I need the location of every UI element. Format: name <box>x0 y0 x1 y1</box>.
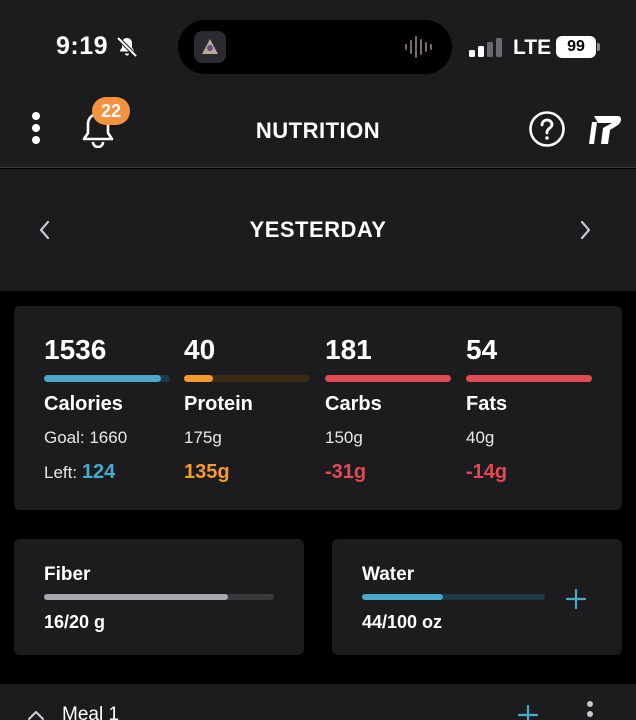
remaining-value: 124 <box>81 461 116 483</box>
macro-value: 1536 <box>44 334 107 365</box>
kebab-menu-icon[interactable] <box>30 110 42 146</box>
water-progress-fill <box>362 594 443 600</box>
date-navigator: YESTERDAY <box>0 169 636 291</box>
fiber-progress-fill <box>44 594 228 600</box>
macro-remaining: 135g <box>184 461 230 484</box>
now-playing-artwork-icon[interactable] <box>194 31 226 63</box>
water-card[interactable]: Water 44/100 oz <box>332 539 622 655</box>
notification-badge[interactable]: 22 <box>92 97 130 125</box>
remaining-value: 135g <box>184 461 230 483</box>
signal-bars-icon <box>469 38 502 57</box>
meal-label: Meal 1 <box>62 704 120 720</box>
fiber-value: 16/20 g <box>44 612 106 632</box>
macro-name: Calories <box>44 393 123 415</box>
next-day-chevron-icon[interactable] <box>576 219 594 241</box>
meal-options-kebab-icon[interactable] <box>584 699 596 720</box>
macro-progress-bar <box>44 375 170 382</box>
bell-muted-icon <box>116 36 138 58</box>
macro-remaining: Left: 124 <box>44 461 115 484</box>
meal-row[interactable]: Meal 1 <box>0 684 636 720</box>
water-title: Water <box>362 564 415 585</box>
network-type: LTE <box>513 36 552 59</box>
fiber-title: Fiber <box>44 564 91 585</box>
macro-goal: 150g <box>325 428 363 447</box>
brand-logo-icon[interactable] <box>588 110 624 148</box>
fiber-progress-bar <box>44 594 274 600</box>
status-time: 9:19 <box>56 32 109 60</box>
macro-progress-fill <box>44 375 161 382</box>
macros-summary-card[interactable]: 1536 Calories Goal: 1660 Left: 124 40 Pr… <box>14 306 622 510</box>
fiber-card[interactable]: Fiber 16/20 g <box>14 539 304 655</box>
status-bar: 9:19 LTE 99 <box>0 0 636 92</box>
add-water-plus-icon[interactable] <box>565 588 587 610</box>
help-icon[interactable] <box>528 110 566 148</box>
macro-name: Protein <box>184 393 253 415</box>
water-progress-bar <box>362 594 545 600</box>
macro-name: Carbs <box>325 393 382 415</box>
macro-name: Fats <box>466 393 508 415</box>
macro-remaining: -14g <box>466 461 507 484</box>
remaining-label: Left: <box>44 463 78 482</box>
previous-day-chevron-icon[interactable] <box>36 219 54 241</box>
macro-value: 181 <box>325 334 372 365</box>
battery-level: 99 <box>556 36 596 58</box>
remaining-value: -31g <box>325 461 367 483</box>
selected-date-label[interactable]: YESTERDAY <box>249 217 387 242</box>
water-value: 44/100 oz <box>362 612 443 632</box>
macro-progress-bar <box>325 375 451 382</box>
battery-tip <box>597 43 600 51</box>
macro-progress-bar <box>466 375 592 382</box>
remaining-value: -14g <box>466 461 508 483</box>
macro-progress-fill <box>466 375 592 382</box>
macro-progress-fill <box>184 375 213 382</box>
audio-waveform-icon <box>405 36 432 58</box>
battery-icon: 99 <box>556 36 600 58</box>
macro-value: 54 <box>466 334 498 365</box>
macro-goal: Goal: 1660 <box>44 428 128 447</box>
macro-value: 40 <box>184 334 216 365</box>
macro-goal: 40g <box>466 428 495 447</box>
add-food-plus-icon[interactable] <box>517 704 539 720</box>
dynamic-island <box>178 20 452 74</box>
collapse-chevron-icon[interactable] <box>26 708 46 720</box>
macro-progress-fill <box>325 375 451 382</box>
macro-progress-bar <box>184 375 310 382</box>
macro-remaining: -31g <box>325 461 366 484</box>
page-title: NUTRITION <box>255 118 381 143</box>
macro-goal: 175g <box>184 428 222 447</box>
app-header: 22 NUTRITION <box>0 92 636 168</box>
